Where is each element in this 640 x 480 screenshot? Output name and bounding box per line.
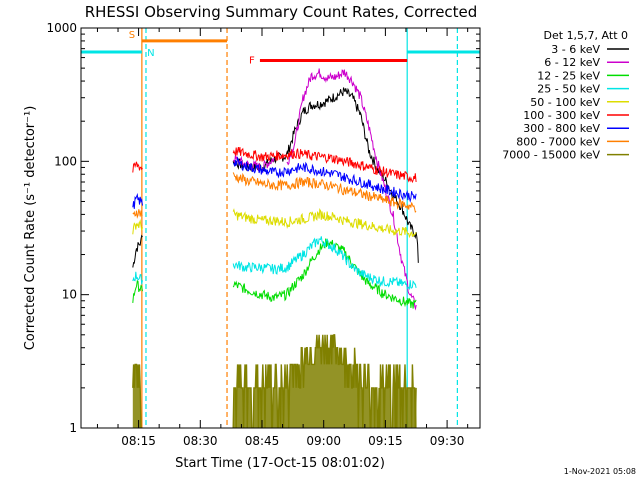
x-tick-label-2: 08:45 <box>245 434 280 448</box>
series-line-3-seg-1 <box>232 236 417 291</box>
y-tick-label-1: 10 <box>62 288 77 302</box>
series-line-7-seg-1 <box>232 172 417 213</box>
series-line-2-seg-0 <box>132 280 143 303</box>
plot-frame <box>80 27 481 429</box>
legend-label-6: 300 - 800 keV <box>523 122 600 135</box>
series-line-5-seg-1 <box>232 146 417 184</box>
y-axis: 1 10 100 1000 <box>46 21 480 435</box>
markers-layer <box>141 28 458 428</box>
series-layer <box>132 68 419 428</box>
x-tick-label-5: 09:30 <box>430 434 465 448</box>
legend-label-2: 12 - 25 keV <box>537 69 600 82</box>
legend-label-3: 25 - 50 keV <box>537 83 600 96</box>
series-fill-8-seg-1 <box>233 334 417 428</box>
x-axis: 08:15 08:30 08:45 09:00 09:15 09:30 <box>96 28 469 448</box>
annotation-label-s: S <box>129 30 135 41</box>
x-tick-label-4: 09:15 <box>368 434 403 448</box>
y-tick-label-2: 100 <box>54 154 77 168</box>
series-line-1-seg-1 <box>286 68 417 311</box>
series-line-4-seg-1 <box>232 208 417 239</box>
legend-label-5: 100 - 300 keV <box>523 109 600 122</box>
series-line-6-seg-1 <box>232 156 417 203</box>
series-fill-8-seg-0 <box>132 364 143 428</box>
x-tick-label-3: 09:00 <box>306 434 341 448</box>
legend-label-1: 6 - 12 keV <box>544 56 600 69</box>
footer-date: 1-Nov-2021 05:08 <box>564 467 636 476</box>
series-line-1-seg-0 <box>232 155 275 174</box>
y-tick-label-0: 1 <box>69 421 77 435</box>
y-axis-label: Corrected Count Rate (s⁻¹ detector⁻¹) <box>23 106 38 351</box>
chart-title: RHESSI Observing Summary Count Rates, Co… <box>85 3 478 21</box>
x-axis-label: Start Time (17-Oct-15 08:01:02) <box>175 456 385 471</box>
x-tick-label-0: 08:15 <box>121 434 156 448</box>
y-tick-label-3: 1000 <box>46 21 77 35</box>
legend-label-7: 800 - 7000 keV <box>516 135 600 148</box>
series-line-8-seg-0 <box>132 363 143 428</box>
legend-label-0: 3 - 6 keV <box>551 43 600 56</box>
series-line-5-seg-0 <box>132 161 143 173</box>
series-line-7-seg-0 <box>132 209 143 219</box>
series-line-3-seg-0 <box>132 271 143 285</box>
series-line-2-seg-1 <box>232 238 417 309</box>
series-line-0-seg-0 <box>132 234 143 268</box>
annotation-label-f: F <box>249 56 255 67</box>
legend-label-4: 50 - 100 keV <box>530 96 600 109</box>
x-tick-label-1: 08:30 <box>183 434 218 448</box>
legend-label-8: 7000 - 15000 keV <box>502 149 600 162</box>
series-line-6-seg-0 <box>132 192 143 209</box>
legend-title: Det 1,5,7, Att 0 <box>544 29 628 42</box>
annotation-layer: S N F <box>81 30 480 67</box>
series-line-4-seg-0 <box>132 218 143 235</box>
annotation-label-n: N <box>147 48 154 59</box>
